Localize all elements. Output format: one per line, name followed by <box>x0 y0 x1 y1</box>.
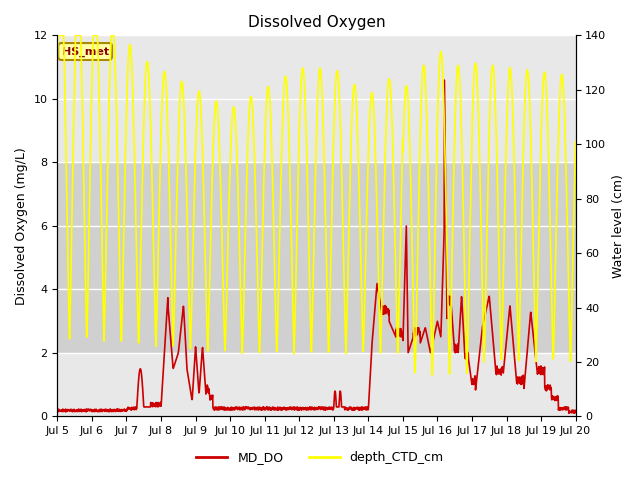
Title: Dissolved Oxygen: Dissolved Oxygen <box>248 15 385 30</box>
Bar <box>58 162 575 353</box>
Y-axis label: Dissolved Oxygen (mg/L): Dissolved Oxygen (mg/L) <box>15 147 28 305</box>
Y-axis label: Water level (cm): Water level (cm) <box>612 174 625 278</box>
Legend: MD_DO, depth_CTD_cm: MD_DO, depth_CTD_cm <box>191 446 449 469</box>
Text: HS_met: HS_met <box>61 47 109 57</box>
